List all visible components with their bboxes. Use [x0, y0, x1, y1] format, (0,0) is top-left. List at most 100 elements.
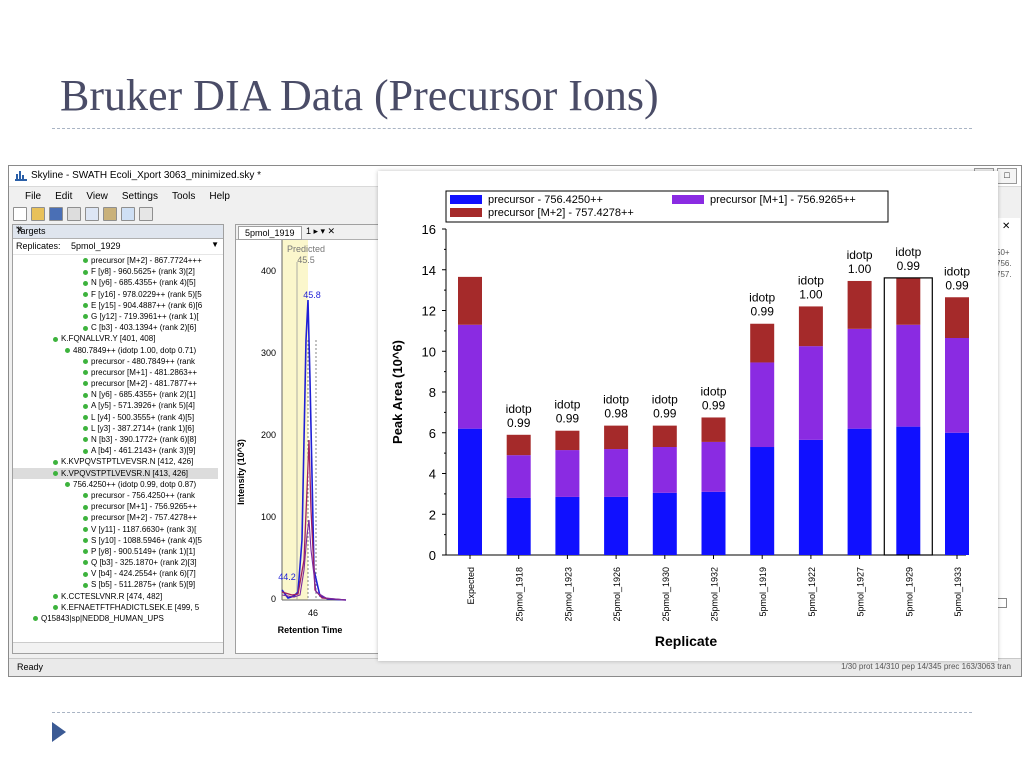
tree-item[interactable]: C [b3] - 403.1394+ (rank 2)[6] — [13, 322, 218, 333]
menu-bar: File Edit View Settings Tools Help — [9, 187, 1021, 205]
chrom-x-tick: 46 — [308, 608, 318, 618]
tree-item-label: K.VPQVSTPTLVEVSR.N [413, 426] — [61, 468, 189, 478]
menu-tools[interactable]: Tools — [172, 190, 196, 202]
bar-segment — [847, 428, 872, 555]
x-axis-label: Replicate — [655, 633, 717, 649]
targets-title: Targets — [16, 226, 46, 236]
chromatogram-panel: 5pmol_1919 1 ▸ ▾ ✕ Intensity (10^3) 0 10… — [235, 224, 387, 654]
tree-item[interactable]: K.KVPQVSTPTLVEVSR.N [412, 426] — [13, 456, 218, 467]
tree-item-label: V [b4] - 424.2554+ (rank 6)[7] — [91, 569, 196, 579]
peak-area-chart[interactable]: precursor - 756.4250++ precursor [M+1] - … — [378, 171, 998, 661]
tree-item[interactable]: K.VPQVSTPTLVEVSR.N [413, 426] — [13, 467, 218, 479]
bar-segment — [847, 328, 872, 429]
tree-item[interactable]: K.EFNAETFTFHADICTLSEK.E [499, 5 — [13, 602, 218, 613]
close-icon[interactable]: ✕ — [16, 225, 24, 235]
tree-item[interactable]: precursor [M+2] - 481.7877++ — [13, 378, 218, 389]
tree-item[interactable]: N [b3] - 390.1772+ (rank 6)[8] — [13, 434, 218, 445]
new-file-icon[interactable] — [13, 207, 27, 221]
tree-item[interactable]: K.FQNALLVR.Y [401, 408] — [13, 333, 218, 344]
tree-item[interactable]: precursor [M+1] - 481.2863++ — [13, 367, 218, 378]
cut-icon[interactable] — [67, 207, 81, 221]
tree-item[interactable]: S [b5] - 511.2875+ (rank 5)[9] — [13, 579, 218, 590]
tree-item-label: precursor [M+1] - 756.9265++ — [91, 502, 198, 512]
tree-item[interactable]: G [y12] - 719.3961++ (rank 1)[ — [13, 311, 218, 322]
tree-item[interactable]: L [y3] - 387.2714+ (rank 1)[6] — [13, 423, 218, 434]
tree-item[interactable]: precursor [M+2] - 757.4278++ — [13, 512, 218, 523]
data-label: idotp — [700, 384, 726, 398]
status-dot-icon — [83, 448, 88, 454]
tree-item[interactable]: precursor [M+2] - 867.7724+++ — [13, 255, 218, 266]
tree-item[interactable]: precursor - 480.7849++ (rank — [13, 356, 218, 367]
close-icon[interactable]: ✕ — [1002, 221, 1011, 232]
legend-label: precursor [M+1] - 756.9265++ — [710, 194, 856, 206]
legend-swatch — [672, 195, 704, 204]
chromatogram-plot[interactable]: Intensity (10^3) 0 100 200 300 400 46 Re… — [236, 240, 386, 652]
data-label: 1.00 — [799, 287, 823, 301]
save-icon[interactable] — [49, 207, 63, 221]
tree-item[interactable]: A [b4] - 461.2143+ (rank 3)[9] — [13, 445, 218, 456]
menu-edit[interactable]: Edit — [55, 190, 73, 202]
tree-item[interactable]: 480.7849++ (idotp 1.00, dotp 0.71) — [13, 345, 218, 356]
chrom-y-label: Intensity (10^3) — [236, 439, 246, 505]
bar-segment — [652, 492, 677, 555]
copy-icon[interactable] — [85, 207, 99, 221]
status-dot-icon — [65, 347, 70, 353]
maximize-button[interactable]: □ — [997, 168, 1017, 184]
x-tick-label: 5pmol_1927 — [856, 567, 866, 617]
redo-icon[interactable] — [139, 207, 153, 221]
bar-segment — [555, 496, 580, 555]
tree-item[interactable]: precursor [M+1] - 756.9265++ — [13, 501, 218, 512]
tree-item[interactable]: F [y16] - 978.0229++ (rank 5)[5 — [13, 289, 218, 300]
undo-icon[interactable] — [121, 207, 135, 221]
tree-item[interactable]: V [b4] - 424.2554+ (rank 6)[7] — [13, 568, 218, 579]
right-text-2: 756. — [996, 259, 1012, 268]
status-dot-icon — [83, 303, 88, 309]
scroll-arrow-icon[interactable] — [997, 598, 1007, 608]
status-dot-icon — [53, 336, 58, 342]
tree-item[interactable]: precursor - 756.4250++ (rank — [13, 490, 218, 501]
tree-item[interactable]: L [y4] - 500.3555+ (rank 4)[5] — [13, 412, 218, 423]
tree-item[interactable]: Q15843|sp|NEDD8_HUMAN_UPS — [13, 613, 218, 624]
bar-segment — [458, 324, 482, 429]
y-tick-label: 10 — [422, 344, 436, 359]
tree-item[interactable]: P [y8] - 900.5149+ (rank 1)[1] — [13, 546, 218, 557]
menu-settings[interactable]: Settings — [121, 190, 158, 202]
slide-title: Bruker DIA Data (Precursor Ions) — [60, 71, 659, 120]
tree-item[interactable]: 756.4250++ (idotp 0.99, dotp 0.87) — [13, 479, 218, 490]
tree-item-label: K.EFNAETFTFHADICTLSEK.E [499, 5 — [61, 602, 200, 612]
x-tick-label: 25pmol_1918 — [515, 567, 525, 622]
horizontal-scrollbar[interactable] — [13, 642, 223, 653]
tree-item[interactable]: A [y5] - 571.3926+ (rank 5)[4] — [13, 400, 218, 411]
data-label: 0.99 — [945, 278, 969, 292]
menu-help[interactable]: Help — [209, 190, 230, 202]
tree-item-label: N [b3] - 390.1772+ (rank 6)[8] — [91, 435, 197, 444]
bar-segment — [506, 455, 531, 498]
peak-label: 45.8 — [303, 290, 321, 300]
tree-item[interactable]: E [y15] - 904.4887++ (rank 6)[6 — [13, 300, 218, 311]
y-tick-label: 6 — [429, 426, 436, 441]
chevron-down-icon[interactable]: ▼ — [211, 240, 219, 249]
bar-segment — [506, 434, 531, 456]
paste-icon[interactable] — [103, 207, 117, 221]
status-dot-icon — [83, 269, 88, 275]
tab-controls[interactable]: 1 ▸ ▾ ✕ — [306, 226, 336, 236]
tree-item[interactable]: Q [b3] - 325.1870+ (rank 2)[3] — [13, 557, 218, 568]
menu-file[interactable]: File — [25, 190, 42, 202]
bar-segment — [701, 441, 726, 492]
open-folder-icon[interactable] — [31, 207, 45, 221]
tree-item[interactable]: V [y11] - 1187.6630+ (rank 3)[ — [13, 524, 218, 535]
tab-5pmol-1919[interactable]: 5pmol_1919 — [238, 226, 302, 240]
data-label: idotp — [749, 291, 775, 305]
tree-item[interactable]: K.CCTESLVNR.R [474, 482] — [13, 591, 218, 602]
tree-item-label: A [b4] - 461.2143+ (rank 3)[9] — [91, 446, 196, 456]
menu-view[interactable]: View — [86, 190, 108, 202]
tree-item[interactable]: F [y8] - 960.5625+ (rank 3)[2] — [13, 266, 218, 277]
tree-item[interactable]: S [y10] - 1088.5946+ (rank 4)[5 — [13, 535, 218, 546]
tree-item[interactable]: N [y6] - 685.4355+ (rank 2)[1] — [13, 389, 218, 400]
chart-legend — [445, 190, 889, 223]
bottom-divider — [52, 712, 972, 713]
peak-area-chart-panel: precursor - 756.4250++ precursor [M+1] - … — [378, 171, 998, 661]
replicates-selector[interactable]: Replicates: 5pmol_1929 ▼ — [13, 239, 223, 255]
tree-item[interactable]: N [y6] - 685.4355+ (rank 4)[5] — [13, 277, 218, 288]
pin-icon[interactable]: ᛘ — [16, 225, 22, 235]
